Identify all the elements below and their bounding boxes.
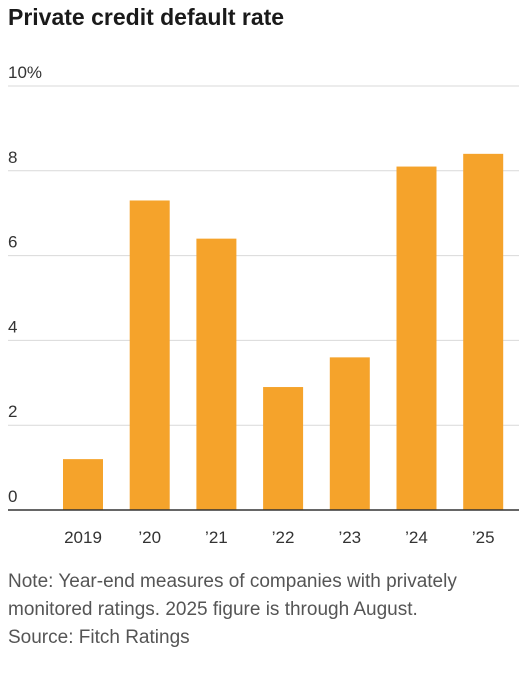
y-tick-label: 2	[8, 402, 17, 421]
y-tick-label: 8	[8, 148, 17, 167]
x-tick-label: ’25	[472, 528, 495, 547]
chart-footer: Note: Year-end measures of companies wit…	[8, 568, 518, 652]
bar	[396, 166, 437, 510]
bar	[196, 238, 237, 510]
x-tick-label: ’20	[138, 528, 161, 547]
bar	[463, 153, 504, 510]
bar-chart: 0 2 4 6 8 10% 2019 ’20 ’21 ’22 ’23 ’24 ’25	[8, 63, 519, 547]
y-tick-label: 0	[8, 487, 17, 506]
y-tick-label: 4	[8, 317, 17, 336]
bar	[63, 459, 103, 510]
y-tick-label: 6	[8, 233, 17, 252]
x-tick-label: ’22	[272, 528, 295, 547]
y-tick-label: 10%	[8, 63, 42, 82]
x-tick-labels: 2019 ’20 ’21 ’22 ’23 ’24 ’25	[64, 528, 494, 547]
x-tick-label: ’21	[205, 528, 228, 547]
bar	[329, 357, 370, 510]
y-tick-labels: 0 2 4 6 8 10%	[8, 63, 42, 506]
bars	[63, 153, 504, 511]
x-tick-label: ’23	[338, 528, 361, 547]
x-tick-label: ’24	[405, 528, 428, 547]
gridlines	[8, 85, 519, 426]
chart-note: Note: Year-end measures of companies wit…	[8, 571, 457, 620]
bar	[263, 387, 304, 510]
bar	[129, 200, 170, 511]
x-tick-label: 2019	[64, 528, 102, 547]
chart-title: Private credit default rate	[8, 4, 285, 30]
chart-source: Source: Fitch Ratings	[8, 627, 190, 648]
